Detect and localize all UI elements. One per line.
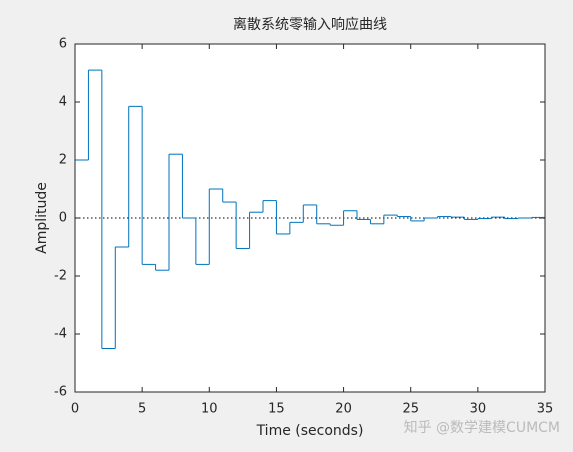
y-tick-label: 2	[59, 153, 67, 168]
y-axis-label: Amplitude	[34, 182, 50, 254]
plot-area	[75, 44, 545, 392]
x-tick-label: 20	[335, 402, 352, 417]
chart-title: 离散系统零输入响应曲线	[233, 16, 387, 33]
y-tick-label: 4	[59, 95, 67, 110]
x-tick-label: 5	[138, 402, 146, 417]
x-axis-label: Time (seconds)	[256, 423, 364, 439]
y-tick-label: 6	[59, 37, 67, 52]
x-tick-label: 25	[402, 402, 419, 417]
x-tick-label: 0	[71, 402, 79, 417]
axes-box	[74, 43, 546, 393]
x-tick-label: 15	[268, 402, 285, 417]
watermark: 知乎 @数学建模CUMCM	[404, 419, 560, 436]
y-tick-label: 0	[59, 211, 67, 226]
y-tick-label: -6	[54, 385, 67, 400]
x-tick-label: 10	[201, 402, 218, 417]
x-tick-label: 35	[537, 402, 554, 417]
x-tick-label: 30	[470, 402, 487, 417]
y-tick-label: -4	[54, 327, 67, 342]
y-tick-label: -2	[54, 269, 67, 284]
